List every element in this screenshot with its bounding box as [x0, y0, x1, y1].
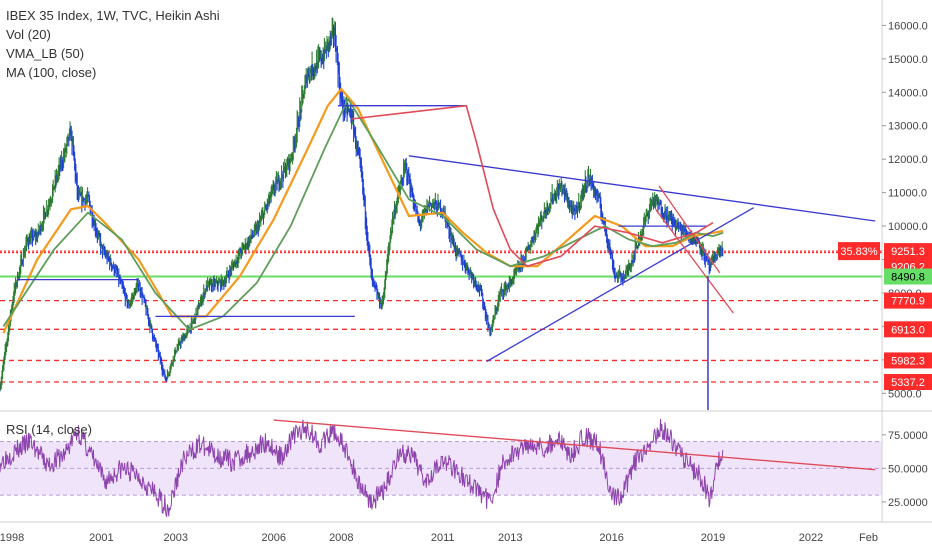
series-line-9: [655, 208, 734, 314]
rsi-tick-label-0: 25.0000: [888, 497, 928, 509]
rsi-trendline: [273, 419, 876, 471]
x-tick-label-1: 2001: [89, 532, 113, 544]
rsi-pane: [0, 418, 882, 518]
y-tick-label-10: 15000.0: [888, 54, 928, 66]
x-tick-label-4: 2008: [329, 532, 353, 544]
level-label-0: 9251.3: [891, 246, 925, 258]
level-label-box-2: [884, 268, 932, 285]
level-label-box-0: [884, 243, 932, 260]
price-pane: 35.83%: [0, 17, 882, 410]
level-label-3: 7770.9: [891, 296, 925, 308]
percent-label: 35.83%: [840, 246, 878, 258]
rsi-tick-label-2: 75.0000: [888, 430, 928, 442]
x-tick-label-9: 2022: [799, 532, 823, 544]
y-tick-label-9: 14000.0: [888, 87, 928, 99]
x-tick-label-5: 2011: [431, 532, 455, 544]
y-tick-label-5: 10000.0: [888, 221, 928, 233]
y-tick-label-7: 12000.0: [888, 154, 928, 166]
level-label-6: 5337.2: [891, 377, 925, 389]
level-label-box-5: [884, 352, 932, 369]
level-label-4: 6913.0: [891, 324, 925, 336]
candles: [0, 17, 724, 392]
x-tick-label-7: 2016: [599, 532, 623, 544]
level-label-box-3: [884, 292, 932, 309]
rsi-tick-label-1: 50.0000: [888, 463, 928, 475]
series-line-7: [486, 207, 754, 363]
x-tick-label-8: 2019: [701, 532, 725, 544]
rsi-legend: RSI (14, close): [6, 422, 92, 437]
level-label-2: 8490.8: [891, 272, 925, 284]
rsi-line: [0, 418, 724, 518]
level-label-box-4: [884, 321, 932, 338]
series-line-8: [658, 185, 721, 274]
x-tick-label-6: 2013: [498, 532, 522, 544]
series-line-0: [2, 87, 724, 334]
series-line-6: [408, 155, 876, 222]
y-tick-label-8: 13000.0: [888, 121, 928, 133]
legend-title: IBEX 35 Index, 1W, TVC, Heikin Ashi: [6, 8, 220, 23]
y-tick-label-11: 16000.0: [888, 20, 928, 32]
legend-vol: Vol (20): [6, 27, 51, 42]
level-label-box-6: [884, 374, 932, 391]
y-tick-label-0: 5000.0: [888, 388, 922, 400]
chart-legend: IBEX 35 Index, 1W, TVC, Heikin Ashi Vol …: [6, 6, 220, 82]
legend-vma: VMA_LB (50): [6, 46, 85, 61]
x-tick-label-0: 1998: [0, 532, 24, 544]
legend-ma: MA (100, close): [6, 65, 97, 80]
x-tick-label-3: 2006: [261, 532, 285, 544]
y-tick-label-6: 11000.0: [888, 188, 927, 200]
series-line-10: [351, 104, 714, 267]
series-line-1: [2, 98, 724, 331]
level-label-5: 5982.3: [891, 355, 925, 367]
x-tick-label-10: Feb: [859, 532, 878, 544]
x-tick-label-2: 2003: [163, 532, 187, 544]
percent-label-box: [838, 242, 880, 261]
